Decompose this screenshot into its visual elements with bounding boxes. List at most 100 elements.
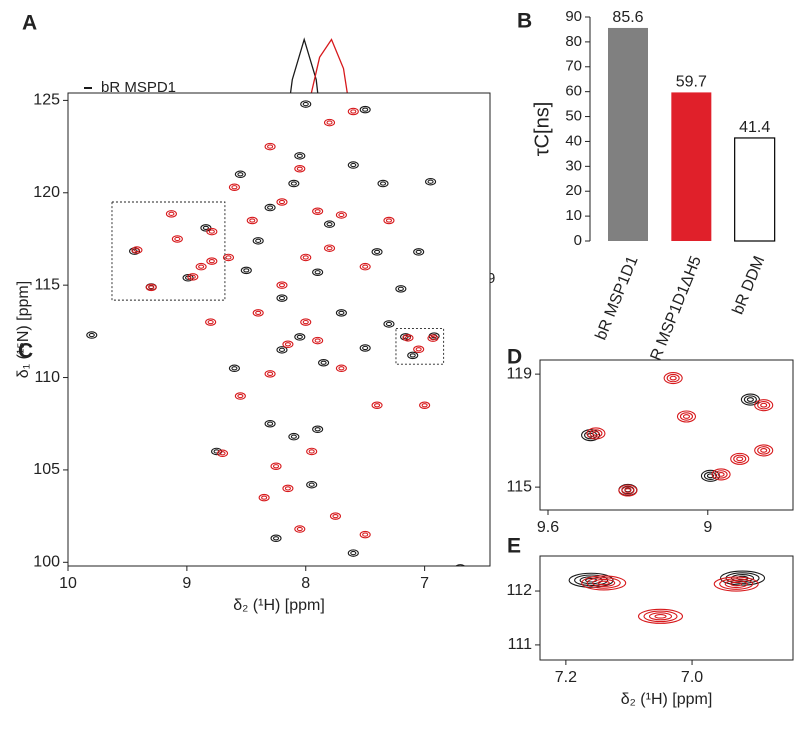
contour-ring — [187, 273, 199, 281]
contour-ring — [206, 257, 218, 265]
contour-ring — [757, 400, 771, 410]
contour-ring — [383, 320, 395, 328]
y-tick-label: 100 — [33, 554, 60, 571]
peak — [663, 372, 683, 385]
peak — [754, 399, 774, 412]
peak — [306, 480, 318, 489]
contour-ring — [669, 375, 677, 381]
peak — [586, 427, 606, 440]
contour-ring — [276, 198, 288, 206]
contour-ring — [397, 286, 404, 292]
bar — [671, 92, 712, 241]
peak — [413, 345, 425, 354]
contour-ring — [276, 294, 288, 302]
contour-ring — [730, 581, 743, 587]
contour-ring — [255, 238, 262, 243]
contour-ring — [320, 360, 327, 365]
contour-ring — [246, 216, 258, 225]
peak — [206, 227, 218, 236]
contour-ring — [402, 334, 414, 342]
contour-ring — [335, 309, 347, 317]
contour-ring — [404, 335, 412, 340]
contour-ring — [676, 410, 697, 423]
contour-ring — [312, 336, 324, 345]
panel-letter: E — [507, 535, 521, 558]
y-tick-label: 112 — [506, 582, 532, 599]
contour-ring — [296, 153, 303, 158]
contour-ring — [374, 249, 381, 255]
contour-ring — [326, 246, 333, 251]
contour-ring — [148, 285, 155, 290]
peak — [425, 177, 437, 186]
y-tick-label: 120 — [33, 184, 60, 201]
contour-ring — [730, 452, 750, 465]
bar — [734, 137, 776, 242]
contour-ring — [350, 162, 357, 168]
contour-ring — [359, 344, 371, 352]
contour-ring — [302, 101, 309, 107]
contour-ring — [332, 513, 339, 519]
contour-ring — [243, 268, 250, 273]
contour-ring — [359, 262, 371, 271]
contour-ring — [284, 342, 291, 347]
peak — [216, 449, 229, 458]
contour-ring — [264, 203, 276, 212]
contour-ring — [335, 211, 347, 219]
contour-ring — [592, 431, 600, 436]
contour-ring — [231, 366, 238, 371]
peak — [312, 425, 324, 434]
peak — [740, 393, 760, 406]
peak — [413, 248, 425, 256]
peak — [306, 447, 318, 456]
bar — [608, 27, 648, 241]
contour-ring — [425, 177, 437, 186]
peak — [145, 283, 157, 292]
contour-ring — [267, 421, 274, 426]
contour-ring — [264, 419, 276, 428]
peak — [294, 165, 306, 173]
contour-ring — [267, 144, 274, 149]
contour-ring — [222, 253, 235, 262]
y-tick-label: 50 — [565, 108, 582, 125]
contour-ring — [237, 172, 244, 177]
peak — [206, 257, 218, 265]
peak — [288, 432, 300, 441]
contour-ring — [719, 570, 766, 586]
y-axis-label: δ₁ (¹⁵N) [ppm] — [15, 281, 32, 378]
contour-ring — [568, 572, 614, 588]
peak — [264, 203, 276, 212]
y-tick-label: 115 — [506, 478, 532, 495]
contour-ring — [255, 310, 262, 316]
peak — [335, 309, 347, 317]
peaks — [86, 100, 466, 566]
contour-ring — [326, 120, 333, 125]
contour-ring — [706, 473, 714, 479]
contour-ring — [300, 318, 312, 326]
contour-ring — [314, 427, 321, 432]
contour-ring — [237, 393, 244, 399]
x-tick-label: 9 — [182, 575, 191, 592]
peak — [171, 235, 183, 243]
contour-ring — [174, 236, 181, 242]
contour-ring — [458, 565, 462, 566]
contour-ring — [618, 484, 638, 497]
peak — [264, 419, 276, 428]
y-tick-label: 105 — [33, 461, 60, 478]
plot-frame — [67, 92, 491, 567]
peak — [131, 246, 143, 254]
contour-ring — [202, 225, 209, 231]
contour-ring — [240, 266, 252, 275]
peak — [276, 346, 288, 354]
peak — [377, 179, 389, 188]
x-tick-label: 10 — [59, 575, 77, 592]
contour-ring — [455, 564, 466, 566]
contour-ring — [264, 370, 276, 378]
contour-ring — [338, 310, 345, 316]
contour-ring — [133, 247, 140, 253]
contour-ring — [234, 392, 246, 400]
peak — [228, 183, 240, 191]
contour-ring — [703, 471, 717, 481]
contour-ring — [347, 549, 359, 557]
contour-ring — [429, 336, 436, 341]
